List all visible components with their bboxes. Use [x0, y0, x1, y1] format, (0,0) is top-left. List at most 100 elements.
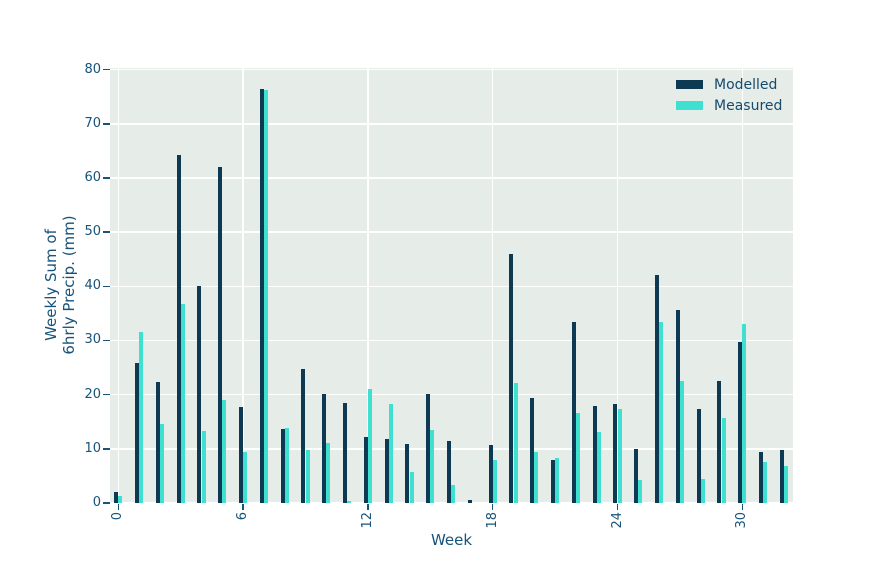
legend-item-modelled: Modelled — [676, 74, 782, 95]
bar-modelled-week-1 — [134, 363, 140, 503]
gridline-y-30 — [110, 339, 793, 342]
ytick-label-50: 50 — [84, 224, 101, 240]
bar-modelled-week-2 — [155, 382, 160, 503]
gridline-x-30 — [741, 68, 744, 503]
ytick-30 — [103, 339, 110, 342]
bar-measured-week-15 — [430, 429, 435, 503]
bar-modelled-week-18 — [488, 445, 493, 503]
bar-measured-week-26 — [659, 322, 664, 503]
bar-modelled-week-28 — [696, 408, 701, 503]
bar-modelled-week-10 — [322, 393, 327, 503]
bar-measured-week-20 — [534, 451, 539, 503]
bar-modelled-week-24 — [613, 403, 618, 503]
gridline-y-0 — [110, 502, 793, 504]
ytick-70 — [103, 122, 110, 125]
bar-modelled-week-7 — [259, 88, 264, 503]
bar-modelled-week-0 — [114, 492, 119, 503]
legend-label-modelled: Modelled — [714, 76, 778, 93]
xtick-18 — [491, 504, 494, 510]
y-axis-title: Weekly Sum of 6hrly Precip. (mm) — [42, 115, 78, 455]
bar-modelled-week-8 — [280, 428, 285, 503]
ytick-label-80: 80 — [84, 61, 101, 77]
gridline-y-80 — [110, 68, 793, 71]
y-axis-title-line2: 6hrly Precip. (mm) — [60, 215, 78, 355]
bar-measured-week-27 — [679, 380, 685, 503]
bar-modelled-week-5 — [218, 167, 223, 503]
gridline-x-24 — [616, 68, 619, 503]
xtick-30 — [741, 504, 744, 510]
legend: Modelled Measured — [676, 74, 782, 116]
gridline-y-70 — [110, 122, 793, 125]
bar-measured-week-2 — [159, 423, 165, 503]
bar-measured-week-24 — [617, 408, 622, 503]
ytick-label-10: 10 — [84, 440, 101, 456]
bar-measured-week-7 — [263, 89, 269, 503]
xtick-0 — [117, 504, 120, 510]
bar-measured-week-25 — [638, 479, 643, 503]
ytick-10 — [103, 448, 110, 450]
bar-measured-week-31 — [763, 462, 768, 503]
bar-modelled-week-4 — [197, 285, 202, 503]
ytick-label-40: 40 — [84, 278, 101, 294]
gridline-y-50 — [110, 231, 793, 233]
bar-measured-week-6 — [243, 452, 248, 503]
bar-modelled-week-25 — [634, 448, 639, 503]
xtick-24 — [616, 504, 619, 510]
xtick-label-30: 30 — [734, 512, 750, 529]
bar-measured-week-1 — [139, 332, 144, 503]
bar-measured-week-3 — [180, 304, 185, 503]
bar-measured-week-29 — [721, 418, 726, 503]
bar-modelled-week-23 — [592, 406, 597, 503]
bar-measured-week-8 — [284, 428, 289, 503]
bar-modelled-week-22 — [571, 321, 576, 503]
bar-modelled-week-30 — [738, 341, 743, 503]
gridline-y-60 — [110, 177, 793, 179]
bar-measured-week-12 — [367, 388, 373, 503]
bar-modelled-week-31 — [758, 451, 764, 503]
bar-measured-week-5 — [222, 400, 227, 503]
bar-modelled-week-13 — [384, 439, 389, 503]
x-axis-title: Week — [430, 531, 473, 549]
bar-measured-week-21 — [555, 458, 560, 503]
bar-measured-week-18 — [492, 459, 497, 503]
modelled-swatch-icon — [676, 80, 703, 89]
ytick-50 — [103, 231, 110, 233]
plot-area — [110, 68, 793, 504]
gridline-x-12 — [367, 68, 369, 503]
gridline-x-0 — [117, 68, 120, 503]
legend-label-measured: Measured — [714, 97, 783, 114]
bar-modelled-week-11 — [342, 403, 348, 503]
bar-modelled-week-20 — [530, 398, 535, 503]
gridline-y-40 — [110, 285, 793, 288]
bar-modelled-week-26 — [654, 275, 660, 503]
xtick-12 — [367, 504, 369, 510]
bar-measured-week-22 — [575, 412, 581, 503]
ytick-0 — [103, 502, 110, 504]
bar-modelled-week-17 — [467, 499, 472, 503]
bar-modelled-week-16 — [446, 440, 452, 503]
bar-modelled-week-9 — [301, 368, 306, 503]
bar-modelled-week-19 — [509, 253, 514, 503]
bar-modelled-week-21 — [550, 460, 556, 503]
bar-measured-week-16 — [451, 484, 456, 503]
bar-modelled-week-6 — [238, 406, 244, 503]
ytick-label-70: 70 — [84, 115, 101, 131]
ytick-label-60: 60 — [84, 169, 101, 185]
bar-measured-week-28 — [700, 479, 705, 503]
bar-modelled-week-3 — [176, 155, 181, 503]
bar-modelled-week-15 — [426, 393, 431, 503]
legend-item-measured: Measured — [676, 95, 782, 116]
ytick-40 — [103, 285, 110, 288]
bar-measured-week-11 — [347, 500, 352, 503]
bar-measured-week-23 — [596, 432, 601, 503]
gridline-y-10 — [110, 448, 793, 450]
bar-modelled-week-14 — [405, 444, 410, 503]
bar-measured-week-10 — [326, 443, 331, 503]
y-axis-title-line1: Weekly Sum of — [42, 229, 60, 341]
gridline-y-20 — [110, 393, 793, 396]
xtick-label-6: 6 — [235, 512, 251, 521]
bar-modelled-week-32 — [779, 449, 784, 503]
bar-modelled-week-27 — [675, 310, 680, 503]
bar-measured-week-30 — [742, 323, 747, 503]
